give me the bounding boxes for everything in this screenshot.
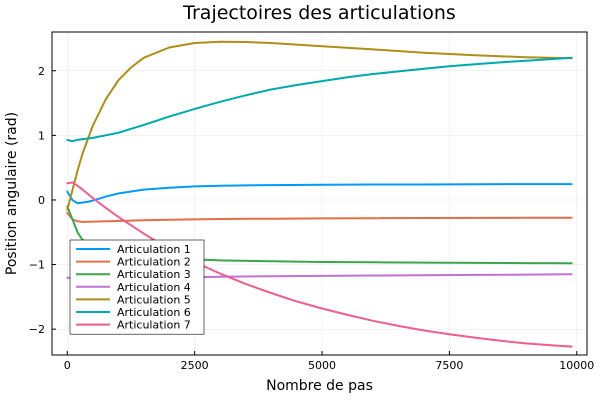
series-line-7 bbox=[66, 181, 573, 348]
series-line-2 bbox=[66, 211, 573, 223]
y-tick-label: 1 bbox=[38, 129, 45, 142]
legend-label: Articulation 3 bbox=[117, 268, 191, 281]
legend-label: Articulation 1 bbox=[117, 243, 191, 256]
y-tick-label: 2 bbox=[38, 65, 45, 78]
chart-title: Trajectoires des articulations bbox=[182, 2, 456, 24]
x-tick-label: 0 bbox=[64, 359, 71, 372]
legend-label: Articulation 7 bbox=[117, 319, 191, 332]
x-tick-label: 10000 bbox=[559, 359, 594, 372]
legend-label: Articulation 5 bbox=[117, 293, 191, 306]
axis-ticks: 0 2500 5000 7500 10000 −2 −1 0 1 2 bbox=[29, 65, 595, 372]
legend-label: Articulation 6 bbox=[117, 306, 191, 319]
legend-label: Articulation 2 bbox=[117, 256, 191, 269]
series-line-5 bbox=[66, 40, 573, 211]
series-line-6 bbox=[66, 56, 573, 143]
plot-frame bbox=[51, 31, 588, 356]
x-axis-label: Nombre de pas bbox=[266, 378, 373, 394]
legend-label: Articulation 4 bbox=[117, 281, 191, 294]
x-tick-label: 7500 bbox=[435, 359, 463, 372]
y-tick-label: 0 bbox=[38, 194, 45, 207]
y-axis-label: Position angulaire (rad) bbox=[4, 112, 20, 275]
series-line-1 bbox=[66, 183, 573, 205]
y-tick-label: −1 bbox=[29, 259, 45, 272]
y-tick-label: −2 bbox=[29, 323, 45, 336]
x-tick-label: 2500 bbox=[181, 359, 209, 372]
x-tick-label: 5000 bbox=[308, 359, 336, 372]
